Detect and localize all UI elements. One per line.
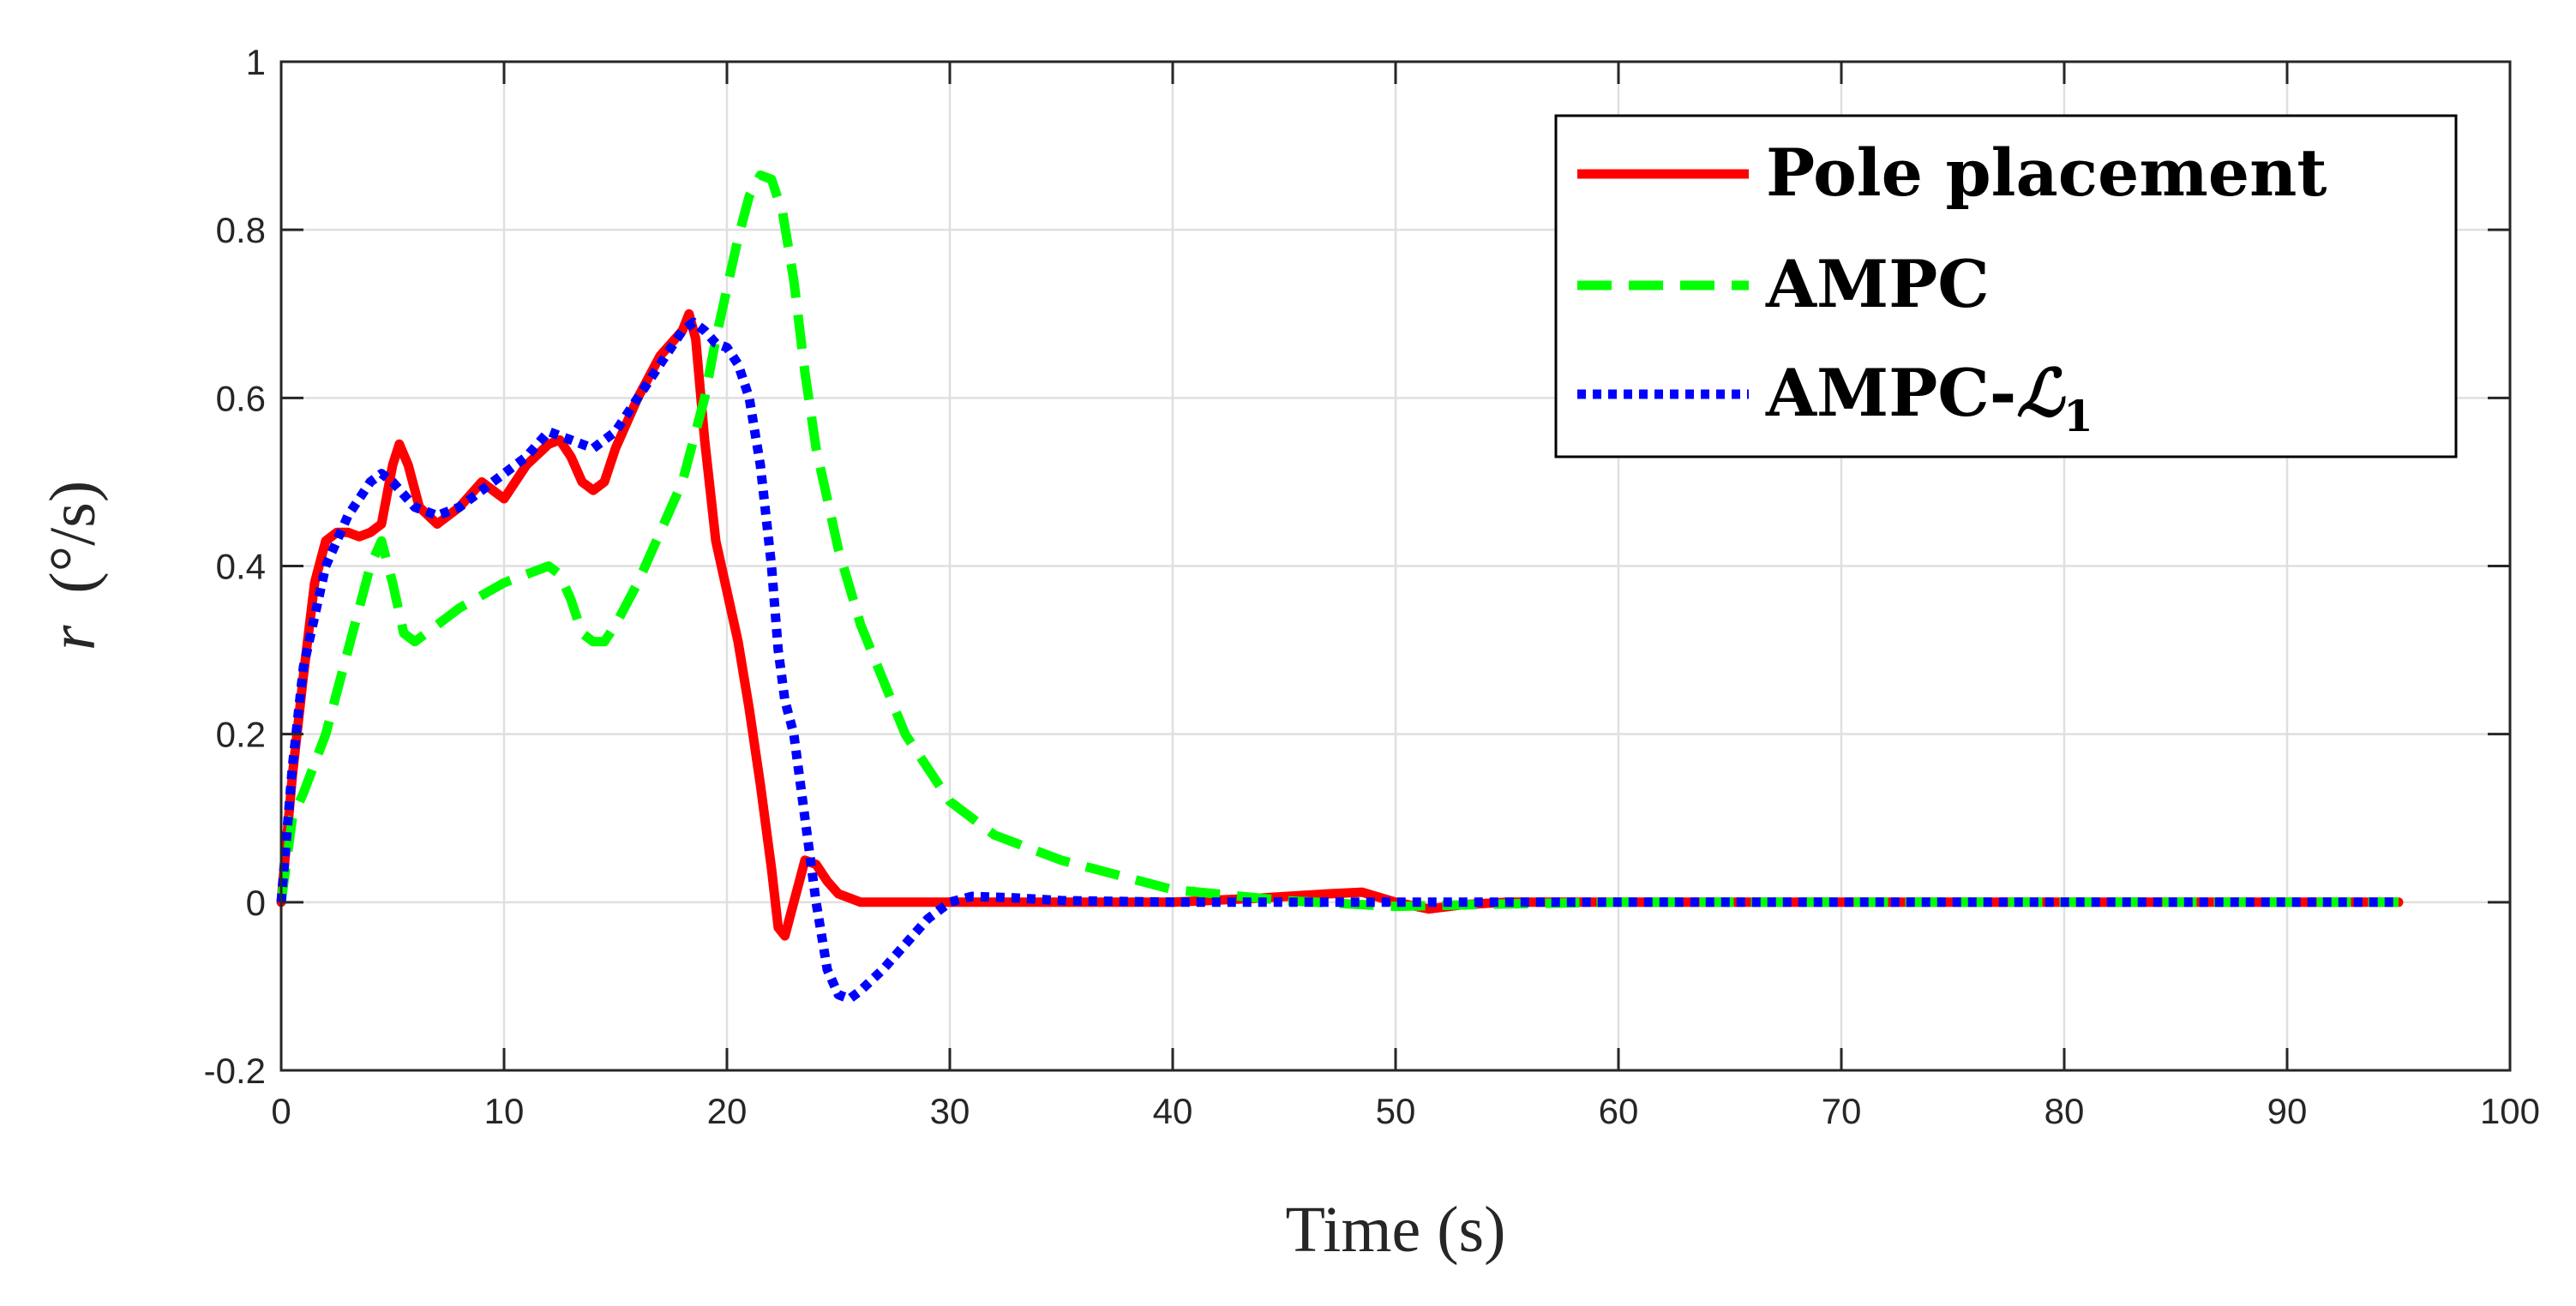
x-tick-label: 20 [707,1091,748,1131]
series-line-ampc [276,170,2399,912]
x-tick-label: 30 [930,1091,970,1131]
x-tick-label: 70 [1822,1091,1862,1131]
x-tick-label: 10 [484,1091,525,1131]
legend-label-ampc-l1: AMPC-ℒ1 [1765,355,2093,441]
y-tick-label: 1 [246,42,266,82]
tick-labels: 0 10 20 30 40 50 60 70 80 90 100-0.200.20.40.60.81 [204,42,2540,1131]
series-layer [276,170,2404,1004]
y-tick-label: 0.2 [216,715,266,755]
legend-label-ampc: AMPC [1765,246,1990,322]
legend-label-pole-placement: Pole placement [1766,135,2327,211]
y-tick-label: 0 [246,883,266,923]
y-axis-label: r (°/s) [37,481,109,650]
svg-text:r (°/s): r (°/s) [37,481,109,650]
y-axis-unit: (°/s) [37,481,109,594]
x-tick-label: 0 [271,1091,291,1131]
legend-label-ampc-l1-main: AMPC- [1765,355,2016,431]
y-tick-label: 0.8 [216,210,266,250]
x-tick-label: 80 [2045,1091,2085,1131]
x-tick-label: 100 [2480,1091,2540,1131]
x-tick-label: 50 [1376,1091,1416,1131]
series-line-pole-placement [276,309,2404,941]
x-tick-label: 60 [1599,1091,1639,1131]
tick-marks [279,60,2512,1072]
legend-label-ampc-l1-subscript: 1 [2063,391,2093,441]
x-tick-label: 40 [1153,1091,1193,1131]
x-axis-label: Time (s) [1286,1194,1506,1266]
y-axis-variable: r [37,625,109,650]
legend: Pole placement AMPC AMPC-ℒ1 [1554,114,2458,458]
y-tick-label: -0.2 [204,1051,266,1091]
y-tick-label: 0.6 [216,378,266,418]
y-tick-label: 0.4 [216,547,266,587]
legend-label-ampc-l1-script: ℒ [2016,355,2066,431]
x-tick-label: 90 [2267,1091,2308,1131]
